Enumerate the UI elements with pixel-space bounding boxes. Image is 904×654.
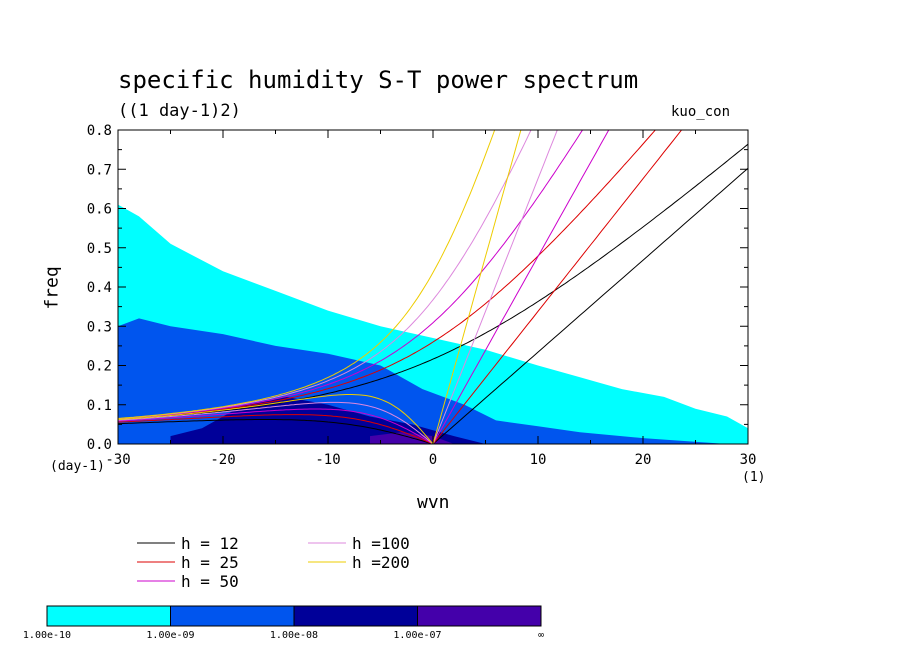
- x-axis-unit: (1): [742, 470, 766, 485]
- x-tick-label: -20: [210, 452, 235, 468]
- legend-label: h =100: [352, 534, 410, 553]
- x-tick-label: 0: [429, 452, 437, 468]
- curve-mrg-h50: [118, 130, 584, 420]
- colorbar-swatch: [46, 605, 171, 627]
- curve-rossby-h50: [118, 408, 434, 444]
- y-tick-label: 0.7: [87, 162, 112, 178]
- y-tick-label: 0.2: [87, 359, 112, 375]
- curve-rossby-h100: [118, 401, 434, 444]
- colorbar-label: ∞: [538, 630, 544, 641]
- axis-ticks: -30 -20 -10 0 10 20 30 0.0 0.1 0.2 0.3 0.4 0.5 0.6 0.7…: [87, 123, 757, 468]
- legend-label: h =200: [352, 553, 410, 572]
- x-tick-label: -10: [315, 452, 340, 468]
- legend-label: h = 25: [181, 553, 239, 572]
- colorbar-label: 1.00e-07: [393, 630, 441, 641]
- colorbar-label: 1.00e-10: [23, 630, 71, 641]
- curve-kelvin-h25: [432, 130, 683, 444]
- y-tick-label: 0.3: [87, 319, 112, 335]
- chart-title: specific humidity S-T power spectrum: [118, 66, 639, 94]
- colorbar: 1.00e-10 1.00e-09 1.00e-08 1.00e-07 ∞: [23, 605, 544, 641]
- y-tick-label: 0.8: [87, 123, 112, 139]
- colorbar-swatch: [170, 605, 295, 627]
- x-tick-label: 10: [530, 452, 547, 468]
- curve-kelvin-h200: [432, 130, 522, 444]
- spectrum-fill-layer: [118, 204, 748, 444]
- colorbar-label: 1.00e-09: [146, 630, 194, 641]
- x-tick-label: 20: [635, 452, 652, 468]
- colorbar-swatch: [293, 605, 418, 627]
- case-label: kuo_con: [671, 104, 731, 120]
- spectrum-region-2: [170, 396, 486, 444]
- chart-subtitle: ((1 day-1)2): [118, 101, 241, 121]
- curve-kelvin-h100: [432, 130, 558, 444]
- curve-mrg-h25: [118, 130, 656, 420]
- x-tick-label: 30: [740, 452, 757, 468]
- y-tick-label: 0.0: [87, 437, 112, 453]
- dispersion-curves-layer: [118, 130, 748, 444]
- y-tick-label: 0.6: [87, 202, 112, 218]
- legend-label: h = 50: [181, 572, 239, 591]
- curve-rossby-h200: [118, 394, 434, 444]
- x-tick-label: -30: [105, 452, 130, 468]
- curve-mrg-h200: [118, 130, 496, 419]
- y-tick-label: 0.5: [87, 241, 112, 257]
- curve-kelvin-h50: [432, 130, 610, 444]
- curve-mrg-h100: [118, 130, 532, 420]
- colorbar-label: 1.00e-08: [270, 630, 318, 641]
- y-tick-label: 0.1: [87, 398, 112, 414]
- x-axis-label: wvn: [417, 492, 450, 513]
- curve-kelvin-h12: [432, 167, 748, 444]
- curve-mrg-h12: [118, 143, 748, 421]
- y-tick-label: 0.4: [87, 280, 112, 296]
- curve-rossby-h12: [118, 419, 434, 444]
- y-axis-unit: (day-1): [50, 459, 105, 474]
- colorbar-swatch: [417, 605, 542, 627]
- legend-label: h = 12: [181, 534, 239, 553]
- curve-rossby-h25: [118, 414, 434, 444]
